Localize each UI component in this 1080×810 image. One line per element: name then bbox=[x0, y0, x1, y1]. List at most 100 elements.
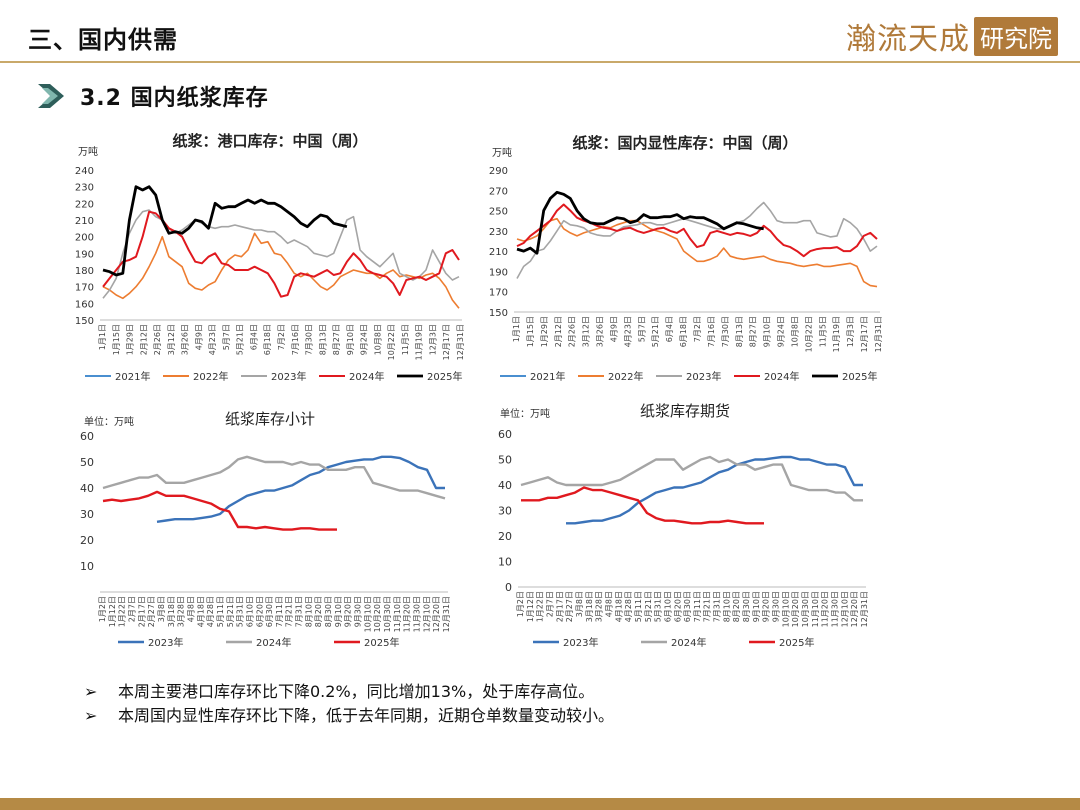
x-tick-label: 8月13日 bbox=[318, 324, 327, 355]
x-tick-label: 7月2日 bbox=[693, 316, 702, 342]
x-tick-label: 2月27日 bbox=[147, 596, 156, 627]
x-tick-label: 5月31日 bbox=[236, 596, 245, 627]
x-tick-label: 12月31日 bbox=[874, 316, 883, 352]
legend-label: 2023年 bbox=[148, 636, 183, 649]
x-tick-label: 10月10日 bbox=[781, 591, 790, 627]
x-tick-label: 10月8日 bbox=[790, 316, 799, 347]
x-tick-label: 5月21日 bbox=[236, 324, 245, 355]
x-tick-label: 4月9日 bbox=[194, 324, 203, 350]
x-tick-label: 10月22日 bbox=[804, 316, 813, 352]
x-tick-label: 4月9日 bbox=[609, 316, 618, 342]
y-tick-label: 0 bbox=[505, 581, 512, 594]
y-tick-label: 30 bbox=[498, 505, 512, 518]
y-tick-label: 60 bbox=[80, 430, 94, 443]
futures-inventory-chart: 纸浆库存期货 单位：万吨 0 10 20 30 40 50 60 1月2日 1月12日 1月22日 2月… bbox=[480, 400, 890, 658]
y-tick-label: 190 bbox=[75, 249, 94, 260]
x-tick-label: 3月8日 bbox=[575, 591, 584, 617]
x-tick-label: 11月10日 bbox=[393, 596, 402, 632]
legend-label: 2024年 bbox=[256, 636, 291, 649]
x-tick-label: 9月30日 bbox=[772, 591, 781, 622]
x-tick-label: 6月30日 bbox=[265, 596, 274, 627]
x-tick-label: 12月17日 bbox=[442, 324, 451, 360]
legend-label: 2021年 bbox=[530, 370, 565, 383]
unit-label: 万吨 bbox=[78, 145, 98, 158]
x-tick-label: 5月21日 bbox=[651, 316, 660, 347]
chart-svg: 纸浆库存小计 单位：万吨 10 20 30 40 50 60 1月2日 1月12日 1月22日 2月7… bbox=[80, 410, 451, 649]
x-tick-label: 4月23日 bbox=[208, 324, 217, 355]
chart-title: 纸浆库存小计 bbox=[225, 410, 315, 428]
x-tick-label: 12月10日 bbox=[422, 596, 431, 632]
unit-label: 单位：万吨 bbox=[500, 407, 550, 420]
series-line bbox=[102, 232, 460, 309]
x-tick-label: 8月10日 bbox=[722, 591, 731, 622]
series-line bbox=[156, 455, 445, 523]
y-tick-label: 240 bbox=[75, 166, 94, 177]
x-tick-label: 5月11日 bbox=[634, 591, 643, 622]
x-tick-label: 5月21日 bbox=[226, 596, 235, 627]
x-tick-label: 12月31日 bbox=[860, 591, 869, 627]
legend-label: 2023年 bbox=[563, 636, 598, 649]
legend-label: 2023年 bbox=[271, 370, 306, 383]
y-tick-label: 20 bbox=[80, 534, 94, 547]
x-tick-label: 2月26日 bbox=[568, 316, 577, 347]
y-tick-label: 230 bbox=[75, 183, 94, 194]
y-tick-label: 150 bbox=[75, 316, 94, 327]
x-tick-label: 2月26日 bbox=[153, 324, 162, 355]
x-tick-label: 12月10日 bbox=[840, 591, 849, 627]
legend-label: 2022年 bbox=[608, 370, 643, 383]
x-tick-label: 10月10日 bbox=[363, 596, 372, 632]
legend-label: 2024年 bbox=[764, 370, 799, 383]
legend-label: 2025年 bbox=[364, 636, 399, 649]
x-tick-label: 11月19日 bbox=[832, 316, 841, 352]
series-line bbox=[520, 455, 863, 502]
header-divider bbox=[0, 61, 1080, 63]
x-tick-label: 1月2日 bbox=[98, 596, 107, 622]
x-tick-label: 6月20日 bbox=[673, 591, 682, 622]
chart-title: 纸浆：港口库存：中国（周） bbox=[172, 132, 367, 150]
x-tick-label: 11月5日 bbox=[818, 316, 827, 347]
x-tick-label: 12月20日 bbox=[850, 591, 859, 627]
x-tick-label: 7月21日 bbox=[285, 596, 294, 627]
x-tick-label: 11月20日 bbox=[821, 591, 830, 627]
chart-title: 纸浆：国内显性库存：中国（周） bbox=[572, 134, 797, 152]
x-tick-label: 9月24日 bbox=[777, 316, 786, 347]
y-tick-label: 190 bbox=[489, 267, 508, 278]
chevron-right-icon bbox=[38, 84, 64, 108]
x-tick-label: 10月20日 bbox=[373, 596, 382, 632]
x-tick-label: 5月11日 bbox=[216, 596, 225, 627]
y-tick-label: 10 bbox=[80, 560, 94, 573]
series-line bbox=[566, 455, 863, 525]
x-tick-label: 7月30日 bbox=[721, 316, 730, 347]
section-title: 三、国内供需 bbox=[28, 26, 178, 54]
chart-title: 纸浆库存期货 bbox=[640, 402, 730, 420]
y-tick-label: 10 bbox=[498, 556, 512, 569]
x-tick-label: 10月22日 bbox=[387, 324, 396, 360]
x-tick-label: 6月4日 bbox=[249, 324, 258, 350]
y-tick-label: 40 bbox=[498, 479, 512, 492]
x-tick-label: 7月16日 bbox=[707, 316, 716, 347]
x-tick-label: 1月29日 bbox=[540, 316, 549, 347]
domestic-inventory-chart: 纸浆：国内显性库存：中国（周） 万吨 150 170 190 210 230 250 270 29… bbox=[480, 122, 890, 392]
x-tick-label: 11月30日 bbox=[413, 596, 422, 632]
x-tick-label: 4月23日 bbox=[623, 316, 632, 347]
x-tick-label: 1月22日 bbox=[536, 591, 545, 622]
x-tick-label: 12月31日 bbox=[442, 596, 451, 632]
x-tick-label: 10月8日 bbox=[373, 324, 382, 355]
x-tick-label: 11月30日 bbox=[831, 591, 840, 627]
x-tick-label: 2月7日 bbox=[127, 596, 136, 622]
x-tick-label: 12月3日 bbox=[846, 316, 855, 347]
legend-label: 2022年 bbox=[193, 370, 228, 383]
x-tick-label: 10月30日 bbox=[383, 596, 392, 632]
x-tick-label: 6月10日 bbox=[663, 591, 672, 622]
x-tick-label: 5月7日 bbox=[637, 316, 646, 342]
x-tick-label: 6月18日 bbox=[263, 324, 272, 355]
y-tick-label: 250 bbox=[489, 207, 508, 218]
y-tick-label: 220 bbox=[75, 199, 94, 210]
bullet-item: ➢ 本周主要港口库存环比下降0.2%，同比增加13%，处于库存高位。 bbox=[84, 680, 614, 704]
x-tick-label: 1月15日 bbox=[526, 316, 535, 347]
x-tick-label: 9月30日 bbox=[354, 596, 363, 627]
x-tick-label: 6月10日 bbox=[245, 596, 254, 627]
x-tick-label: 3月28日 bbox=[177, 596, 186, 627]
y-tick-label: 160 bbox=[75, 299, 94, 310]
